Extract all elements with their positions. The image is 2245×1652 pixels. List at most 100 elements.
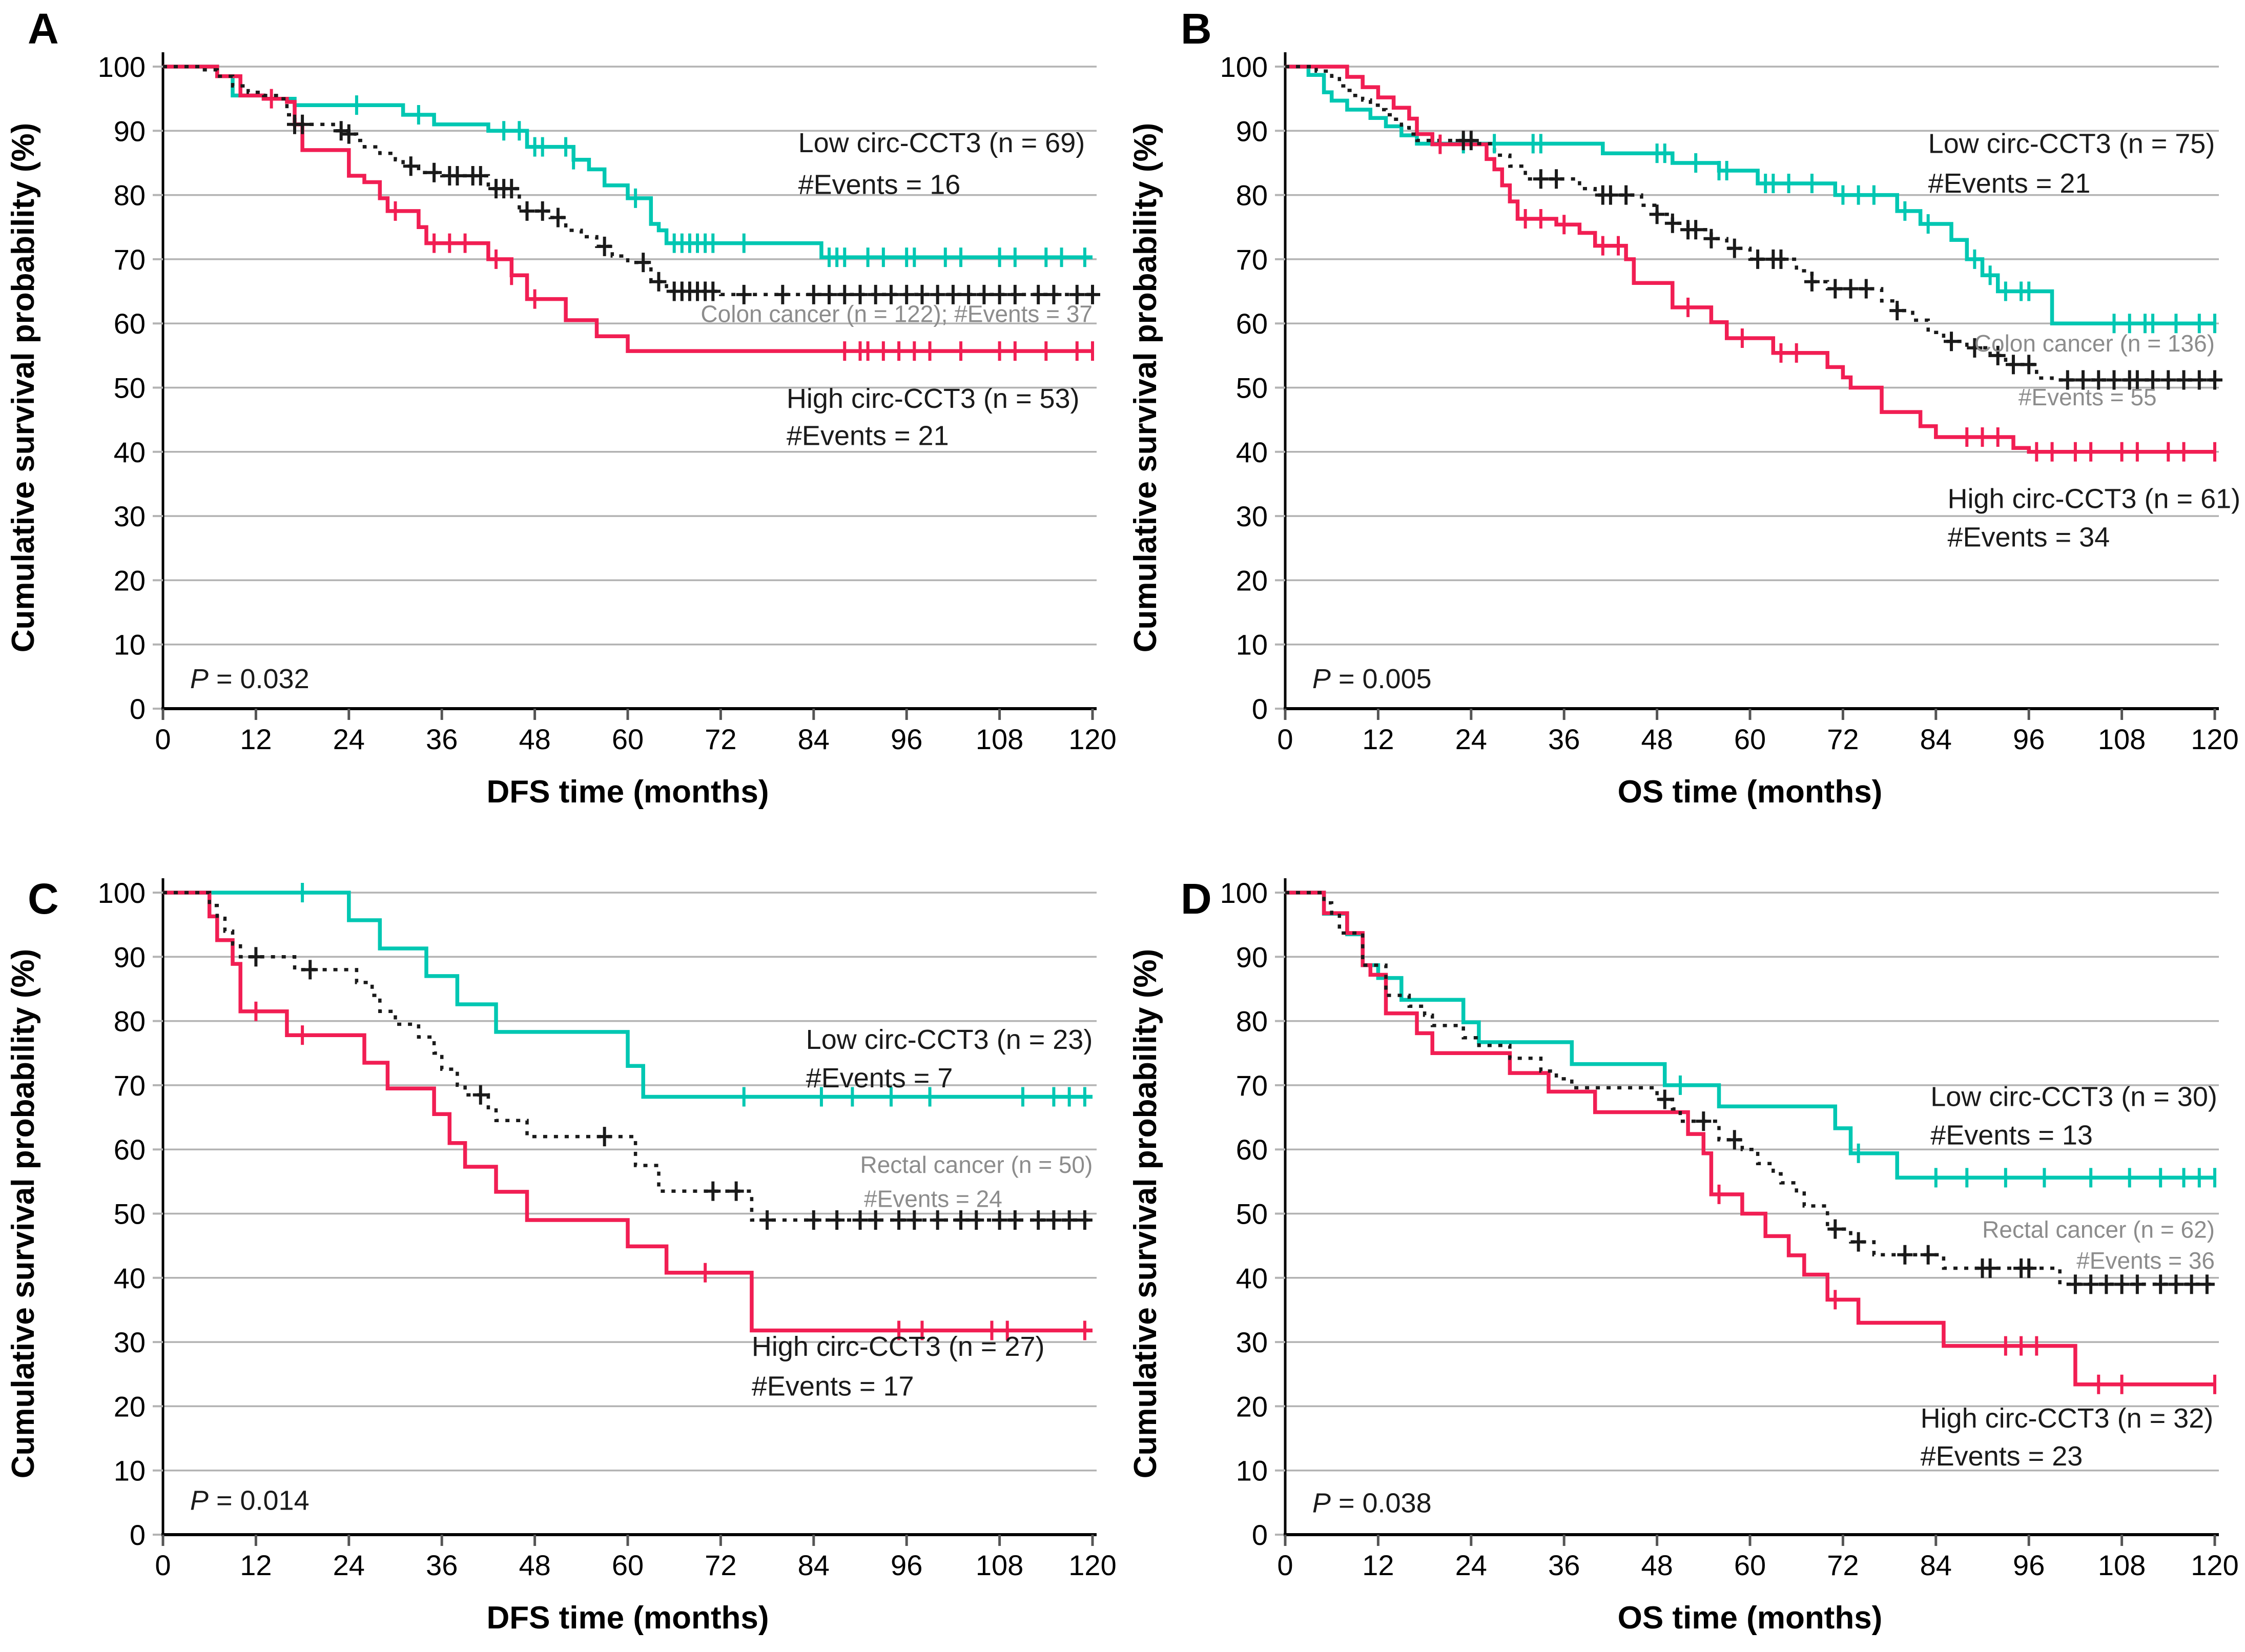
y-tick-label: 70 xyxy=(114,1069,146,1102)
y-tick-label: 90 xyxy=(114,115,146,147)
y-tick-label: 100 xyxy=(98,877,146,909)
x-tick-label: 48 xyxy=(1641,723,1673,755)
y-axis-title: Cumulative survival probability (%) xyxy=(6,949,41,1479)
y-tick-label: 80 xyxy=(1236,1005,1268,1038)
y-tick-label: 100 xyxy=(98,51,146,83)
panel-b: B 0 10 20 30 40 50 60 70 80 90 100 0 12 24 36 48 60 72 84 9… xyxy=(1122,0,2245,826)
censor-group-high-group xyxy=(1717,1184,2216,1394)
km-curve-low-group xyxy=(163,891,1093,1099)
annotation-high-label: High circ-CCT3 (n = 53) xyxy=(787,383,1080,414)
x-tick-label: 24 xyxy=(333,723,365,755)
annotation-all-label: Rectal cancer (n = 62) xyxy=(1982,1216,2215,1243)
x-tick-label: 0 xyxy=(1277,1549,1293,1581)
x-tick-label: 0 xyxy=(155,723,171,755)
x-tick-label: 120 xyxy=(2191,1549,2238,1581)
km-plot-C: 0 10 20 30 40 50 60 70 80 90 100 0 12 24 36 48 60 72 84 96 1… xyxy=(6,877,1117,1636)
y-tick-label: 40 xyxy=(114,436,146,468)
annotation-low-label: Low circ-CCT3 (n = 30) xyxy=(1930,1081,2217,1112)
censor-group-high-group xyxy=(1438,134,2216,462)
y-tick-label: 100 xyxy=(1220,877,1268,909)
y-tick-label: 80 xyxy=(114,179,146,212)
x-tick-label: 120 xyxy=(1068,1549,1116,1581)
x-tick-label: 96 xyxy=(891,1549,922,1581)
annotation-high-events: #Events = 17 xyxy=(752,1371,914,1402)
x-tick-label: 24 xyxy=(333,1549,365,1581)
km-chart-dfs-rectal: 0 10 20 30 40 50 60 70 80 90 100 0 12 24 36 48 60 72 84 96 1… xyxy=(0,826,1123,1652)
y-tick-label: 80 xyxy=(114,1005,146,1038)
x-tick-label: 24 xyxy=(1455,1549,1487,1581)
x-tick-label: 120 xyxy=(1068,723,1116,755)
y-tick-label: 80 xyxy=(1236,179,1268,212)
panel-a: A 0 10 20 30 40 50 60 70 80 90 100 0 12 24 36 48 60 72 84 9… xyxy=(0,0,1123,826)
x-tick-label: 84 xyxy=(798,723,830,755)
panel-letter-a: A xyxy=(28,5,59,53)
x-axis-title: DFS time (months) xyxy=(486,1600,769,1636)
x-tick-label: 60 xyxy=(1734,1549,1766,1581)
annotation-all-label: Rectal cancer (n = 50) xyxy=(860,1151,1093,1178)
censor-group-all-patients xyxy=(1455,131,2222,390)
panel-letter-b: B xyxy=(1181,5,1212,53)
y-tick-label: 90 xyxy=(1236,941,1268,973)
y-tick-label: 60 xyxy=(114,307,146,340)
annotation-high-events: #Events = 21 xyxy=(787,420,949,451)
annotation-low-events: #Events = 21 xyxy=(1928,168,2091,199)
x-tick-label: 48 xyxy=(519,1549,550,1581)
x-tick-label: 0 xyxy=(155,1549,171,1581)
censor-group-low-group xyxy=(301,883,1086,1107)
panel-letter-d: D xyxy=(1181,875,1212,923)
y-tick-label: 10 xyxy=(114,1455,146,1487)
x-tick-label: 72 xyxy=(705,1549,736,1581)
km-plot-D: 0 10 20 30 40 50 60 70 80 90 100 0 12 24 36 48 60 72 84 96 1… xyxy=(1128,877,2239,1636)
km-chart-dfs-colon: 0 10 20 30 40 50 60 70 80 90 100 0 12 24 36 48 60 72 84 96 1… xyxy=(0,0,1123,826)
annotation-all-label: Colon cancer (n = 136) xyxy=(1974,330,2215,357)
y-tick-label: 90 xyxy=(114,941,146,973)
y-tick-label: 30 xyxy=(1236,1326,1268,1358)
y-tick-label: 30 xyxy=(1236,500,1268,532)
x-tick-label: 12 xyxy=(240,723,272,755)
censor-group-low-group xyxy=(355,95,1086,267)
x-tick-label: 108 xyxy=(976,1549,1023,1581)
y-tick-label: 10 xyxy=(1236,629,1268,661)
y-tick-label: 100 xyxy=(1220,51,1268,83)
y-tick-label: 20 xyxy=(1236,1390,1268,1422)
x-axis-title: OS time (months) xyxy=(1618,774,1883,810)
y-tick-label: 0 xyxy=(1252,693,1268,725)
y-tick-label: 0 xyxy=(130,693,146,725)
km-curve-all-patients xyxy=(1285,65,2215,382)
x-axis-title: DFS time (months) xyxy=(486,774,769,810)
x-tick-label: 0 xyxy=(1277,723,1293,755)
x-tick-label: 36 xyxy=(1548,1549,1580,1581)
y-axis-title: Cumulative survival probability (%) xyxy=(1128,123,1163,653)
annotation-p-value: P = 0.014 xyxy=(190,1485,310,1516)
annotation-low-label: Low circ-CCT3 (n = 69) xyxy=(798,128,1085,158)
x-tick-label: 36 xyxy=(1548,723,1580,755)
y-tick-label: 70 xyxy=(1236,243,1268,276)
km-curve-high-group xyxy=(1285,65,2215,454)
x-tick-label: 108 xyxy=(2098,1549,2146,1581)
x-tick-label: 72 xyxy=(1827,1549,1859,1581)
annotation-high-events: #Events = 23 xyxy=(1921,1441,2083,1472)
x-tick-label: 96 xyxy=(891,723,922,755)
y-tick-label: 40 xyxy=(1236,1262,1268,1294)
x-tick-label: 72 xyxy=(1827,723,1859,755)
x-tick-label: 12 xyxy=(1362,1549,1394,1581)
panel-c: C 0 10 20 30 40 50 60 70 80 90 100 0 12 24 36 48 60 72 84 9… xyxy=(0,826,1123,1652)
x-tick-label: 108 xyxy=(976,723,1023,755)
y-tick-label: 30 xyxy=(114,1326,146,1358)
annotation-low-events: #Events = 13 xyxy=(1930,1120,2093,1151)
x-tick-label: 72 xyxy=(705,723,736,755)
annotation-low-label: Low circ-CCT3 (n = 75) xyxy=(1928,128,2215,159)
y-tick-label: 70 xyxy=(1236,1069,1268,1102)
censor-group-all-patients xyxy=(286,114,1100,304)
y-tick-label: 70 xyxy=(114,243,146,276)
x-tick-label: 36 xyxy=(426,723,458,755)
y-tick-label: 60 xyxy=(1236,1133,1268,1166)
annotation-p-value: P = 0.005 xyxy=(1312,664,1432,694)
y-tick-label: 40 xyxy=(114,1262,146,1294)
x-tick-label: 96 xyxy=(2013,1549,2045,1581)
panel-letter-c: C xyxy=(28,875,59,923)
y-tick-label: 40 xyxy=(1236,436,1268,468)
x-tick-label: 120 xyxy=(2191,723,2238,755)
annotation-low-events: #Events = 16 xyxy=(798,170,961,200)
